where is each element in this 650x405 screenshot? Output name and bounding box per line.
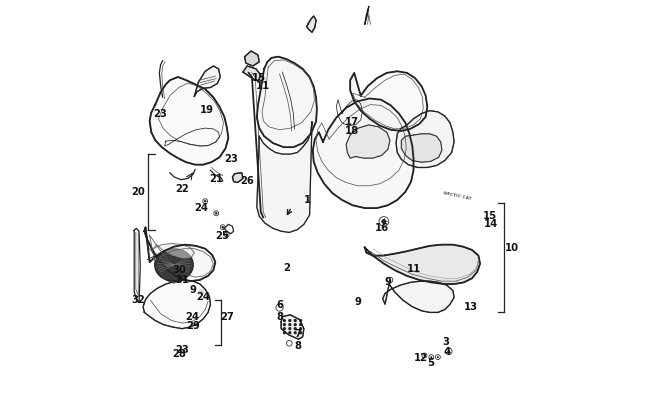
- Polygon shape: [383, 281, 454, 313]
- Circle shape: [288, 331, 291, 335]
- Text: 13: 13: [463, 301, 477, 311]
- Text: 24: 24: [196, 292, 210, 301]
- Polygon shape: [144, 228, 215, 281]
- Text: 27: 27: [220, 312, 233, 322]
- Text: 3: 3: [443, 337, 449, 346]
- Text: 15: 15: [252, 73, 265, 83]
- Text: 1: 1: [304, 194, 311, 204]
- Text: 24: 24: [185, 312, 199, 322]
- Text: 9: 9: [354, 297, 361, 307]
- Text: 8: 8: [294, 340, 301, 350]
- Polygon shape: [257, 58, 317, 148]
- Text: 21: 21: [209, 174, 223, 184]
- Text: 11: 11: [407, 263, 421, 273]
- Text: 9: 9: [190, 285, 196, 294]
- Text: 32: 32: [131, 294, 145, 304]
- Circle shape: [283, 331, 286, 335]
- Polygon shape: [194, 67, 220, 97]
- Polygon shape: [281, 315, 304, 339]
- Polygon shape: [307, 17, 316, 33]
- Circle shape: [283, 327, 286, 330]
- Text: 18: 18: [344, 126, 358, 135]
- Polygon shape: [150, 78, 228, 165]
- Text: 30: 30: [172, 264, 186, 274]
- Circle shape: [294, 323, 297, 326]
- Polygon shape: [244, 52, 259, 67]
- Polygon shape: [396, 111, 454, 168]
- Text: 10: 10: [505, 243, 519, 253]
- Text: 8: 8: [276, 311, 283, 321]
- Polygon shape: [243, 67, 261, 82]
- Text: 9: 9: [385, 277, 391, 286]
- Circle shape: [288, 327, 291, 330]
- Text: 23: 23: [153, 109, 168, 119]
- Circle shape: [283, 323, 286, 326]
- Polygon shape: [257, 122, 312, 233]
- Circle shape: [200, 291, 202, 294]
- Polygon shape: [401, 134, 442, 163]
- Polygon shape: [346, 126, 390, 159]
- Text: 24: 24: [194, 202, 209, 212]
- Polygon shape: [350, 72, 427, 132]
- Text: 11: 11: [255, 81, 270, 91]
- Text: 14: 14: [484, 219, 498, 228]
- Text: 5: 5: [427, 357, 434, 367]
- Text: 20: 20: [131, 186, 145, 196]
- Circle shape: [382, 220, 386, 224]
- Circle shape: [430, 356, 432, 358]
- Circle shape: [294, 327, 297, 330]
- Circle shape: [204, 200, 207, 203]
- Ellipse shape: [155, 249, 193, 281]
- Circle shape: [299, 319, 302, 322]
- Text: 12: 12: [413, 352, 428, 362]
- Text: 31: 31: [175, 275, 189, 284]
- Text: 28: 28: [172, 348, 186, 358]
- Circle shape: [299, 323, 302, 326]
- Text: 2: 2: [283, 262, 290, 272]
- Text: 29: 29: [186, 320, 200, 330]
- Text: 23: 23: [225, 154, 239, 164]
- Polygon shape: [153, 244, 194, 259]
- Text: 4: 4: [443, 347, 450, 356]
- Text: 25: 25: [215, 231, 229, 241]
- Text: 22: 22: [176, 183, 189, 193]
- Circle shape: [299, 327, 302, 330]
- Circle shape: [299, 331, 302, 335]
- Circle shape: [294, 331, 297, 335]
- Text: 23: 23: [176, 344, 189, 354]
- Text: 16: 16: [375, 223, 389, 232]
- Polygon shape: [143, 280, 211, 329]
- Text: ARCTIC CAT: ARCTIC CAT: [443, 190, 471, 200]
- Polygon shape: [365, 245, 480, 284]
- Polygon shape: [313, 99, 413, 209]
- Circle shape: [288, 319, 291, 322]
- Text: 19: 19: [200, 105, 214, 115]
- Circle shape: [294, 319, 297, 322]
- Circle shape: [437, 356, 439, 358]
- Circle shape: [215, 213, 217, 215]
- Text: 15: 15: [483, 211, 497, 220]
- Text: 7: 7: [294, 328, 301, 338]
- Circle shape: [283, 319, 286, 322]
- Text: 17: 17: [344, 117, 358, 126]
- Circle shape: [448, 350, 450, 353]
- Circle shape: [288, 323, 291, 326]
- Circle shape: [424, 355, 426, 356]
- Circle shape: [226, 234, 228, 236]
- Circle shape: [222, 226, 224, 229]
- Polygon shape: [233, 173, 243, 183]
- Text: 26: 26: [240, 175, 254, 185]
- Text: 6: 6: [276, 300, 283, 309]
